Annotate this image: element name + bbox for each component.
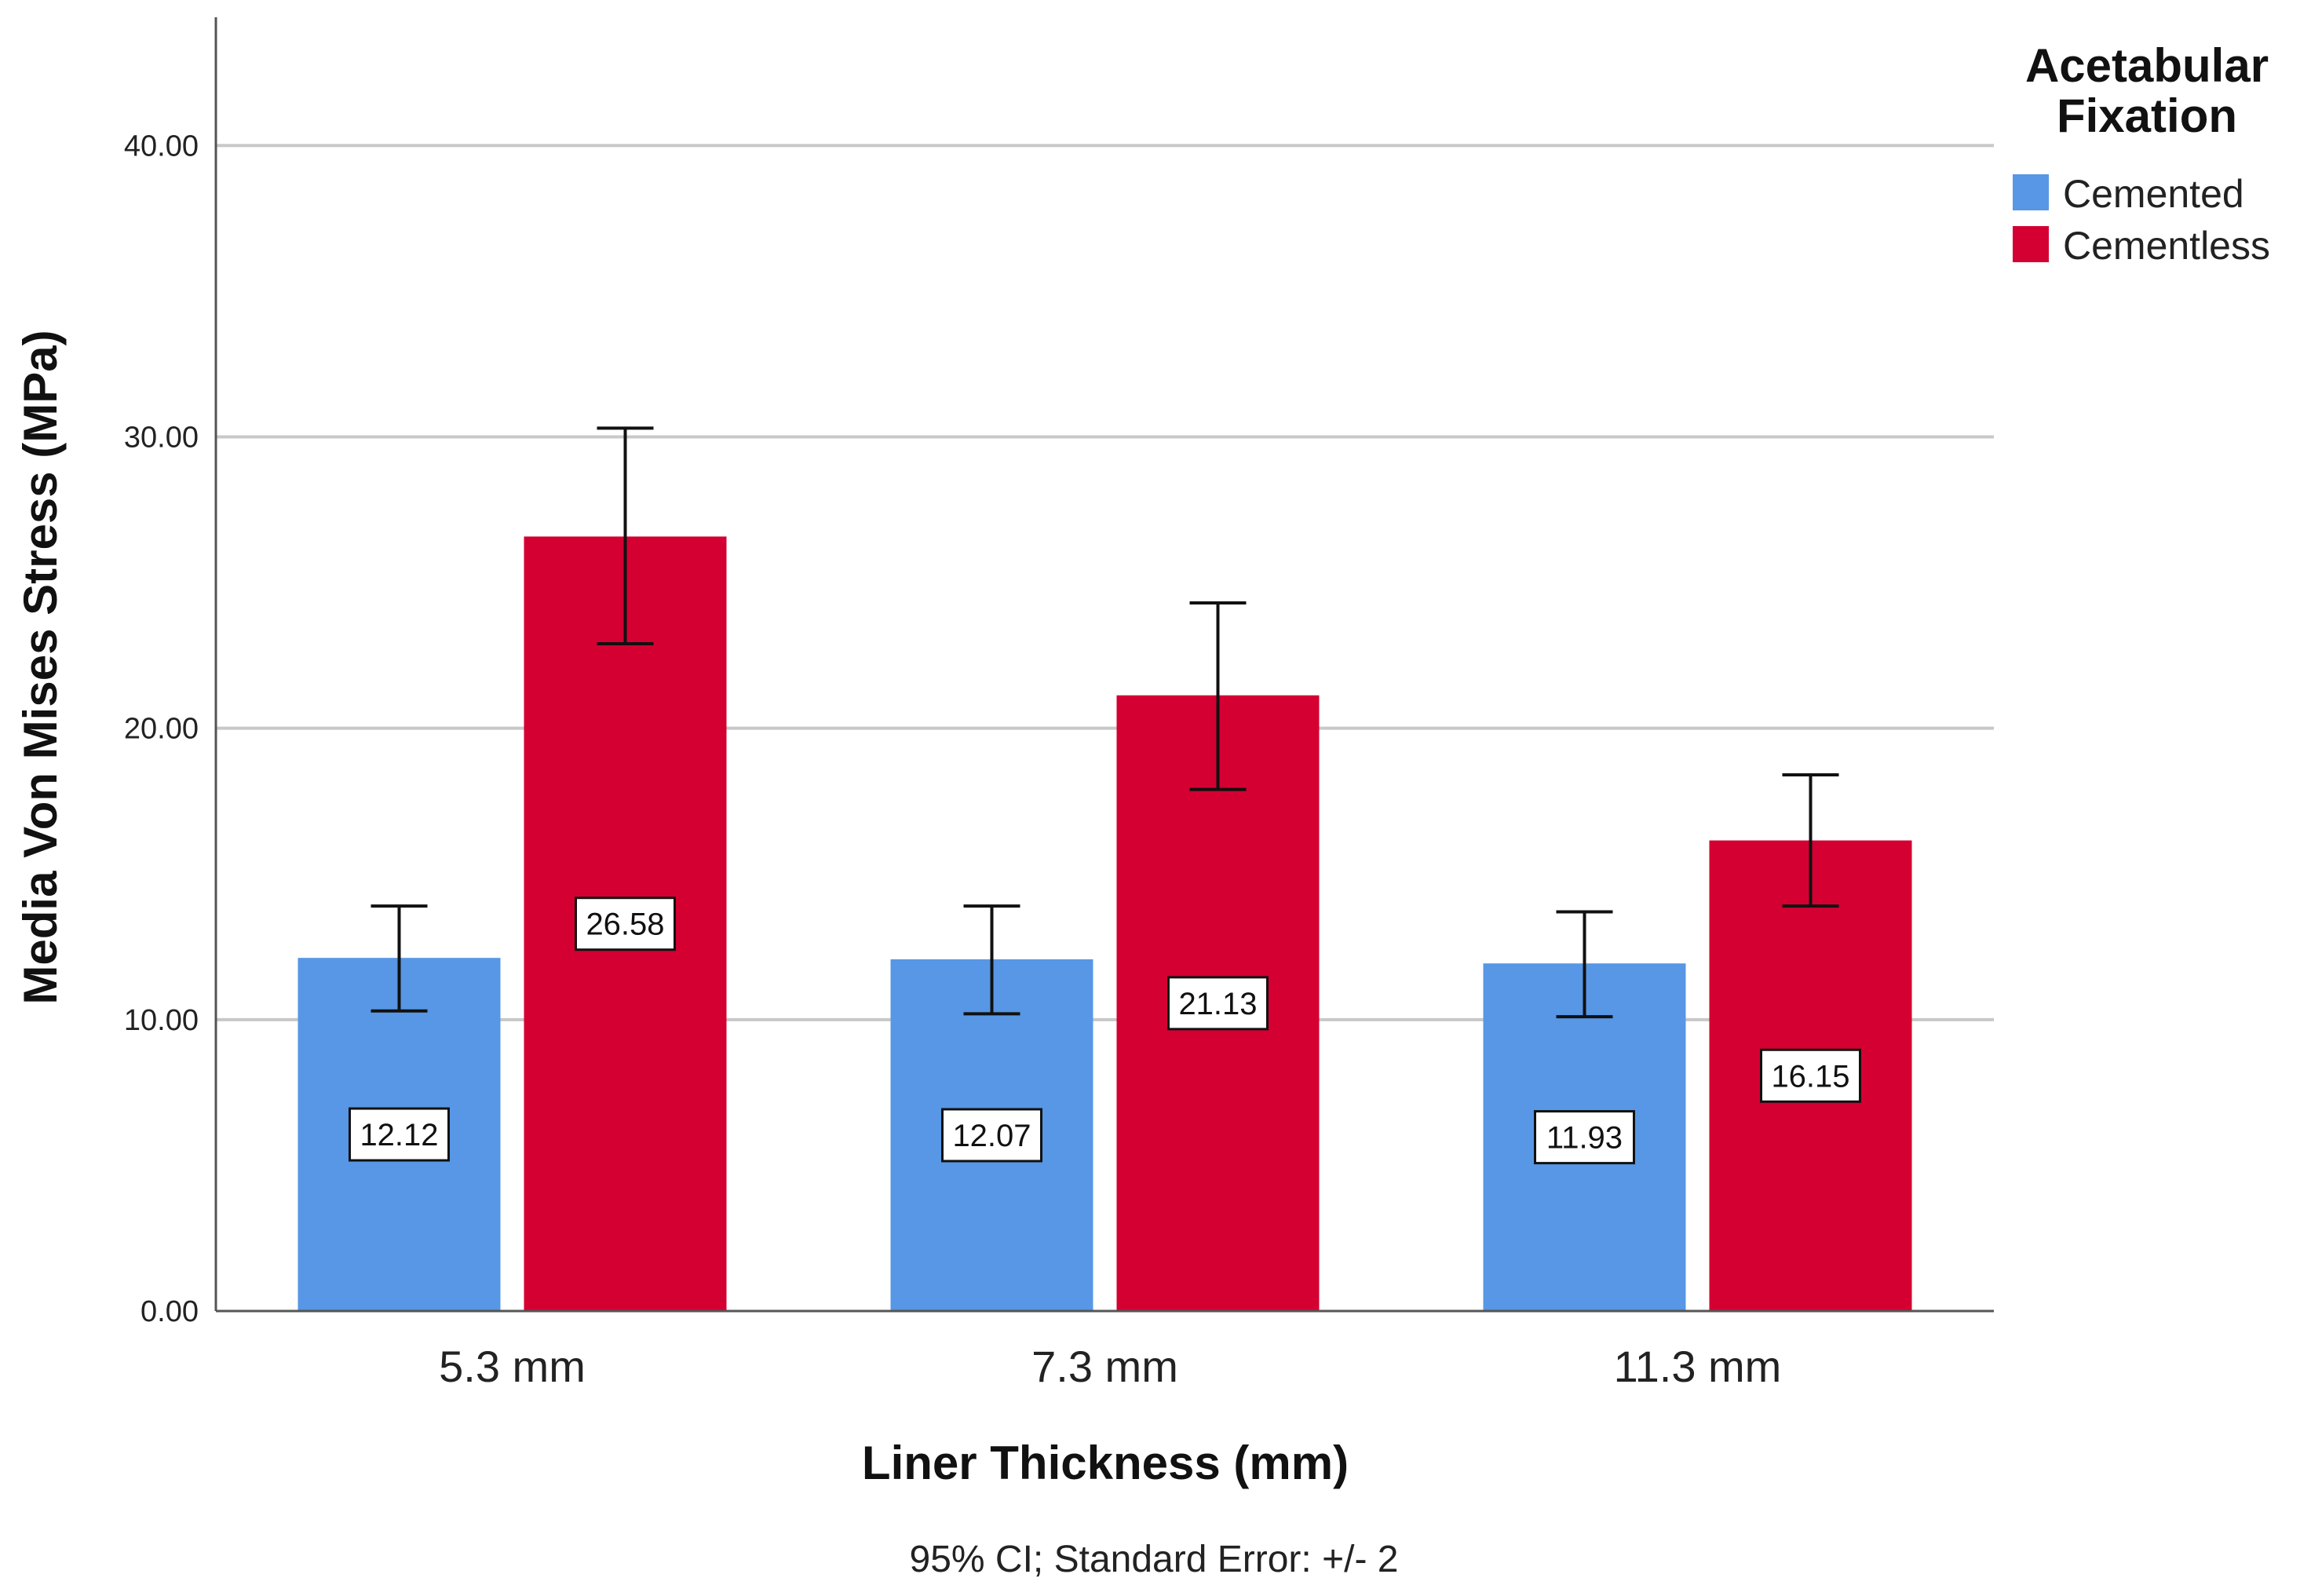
x-tick-label: 5.3 mm [439, 1342, 586, 1391]
data-label-box [575, 897, 676, 951]
legend-title-line-1: Acetabular [2025, 39, 2269, 92]
data-label-box [941, 1108, 1042, 1163]
data-label-box [1167, 976, 1269, 1031]
legend: Acetabular Fixation Cemented Cementless [2013, 39, 2270, 268]
data-label: 16.15 [1771, 1059, 1849, 1094]
y-tick-label: 20.00 [124, 713, 199, 746]
y-tick-label: 10.00 [124, 1004, 199, 1037]
x-tick-label: 11.3 mm [1614, 1342, 1782, 1391]
legend-label-cementless: Cementless [2063, 224, 2270, 268]
data-label: 11.93 [1546, 1121, 1623, 1156]
data-label-box [349, 1107, 450, 1162]
legend-swatch-cementless [2013, 226, 2049, 262]
data-label: 12.12 [360, 1118, 438, 1152]
legend-swatch-cemented [2013, 174, 2049, 210]
x-tick-label: 7.3 mm [1031, 1342, 1178, 1391]
footnote: 95% CI; Standard Error: +/- 2 [910, 1539, 1399, 1580]
legend-title-line-2: Fixation [2057, 89, 2237, 142]
y-tick-label: 30.00 [124, 421, 199, 454]
y-tick-label: 0.00 [141, 1295, 199, 1328]
data-label: 12.07 [952, 1119, 1031, 1153]
y-tick-label: 40.00 [124, 130, 199, 163]
legend-label-cemented: Cemented [2063, 172, 2244, 216]
data-label-box [1534, 1110, 1635, 1165]
error-bars [371, 426, 1839, 1019]
y-axis-title: Media Von Mises Stress (MPa) [14, 330, 67, 1004]
data-labels: 12.12 26.58 12.07 21.13 11.93 16.15 [349, 897, 1861, 1165]
gridlines [216, 144, 1994, 1021]
axes: 0.00 10.00 20.00 30.00 40.00 5.3 mm 7.3 mm 11.3… [124, 17, 1994, 1391]
bars [298, 536, 1912, 1311]
data-label-box [1760, 1048, 1861, 1103]
x-axis-title: Liner Thickness (mm) [862, 1437, 1349, 1489]
data-label: 21.13 [1178, 987, 1257, 1021]
data-label: 26.58 [586, 908, 664, 942]
